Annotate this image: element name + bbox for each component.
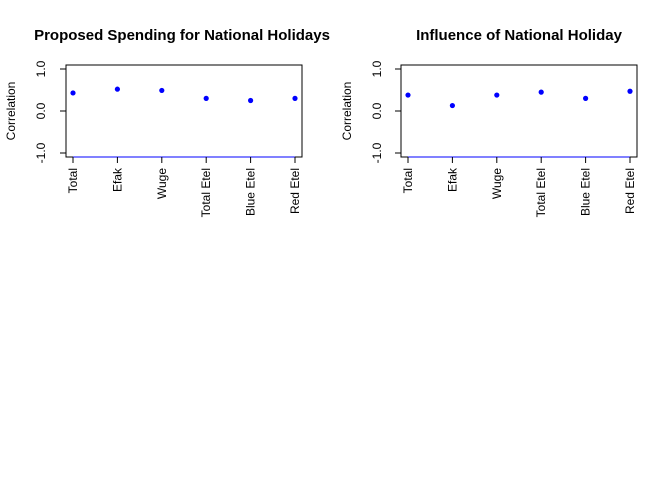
- y-tick-label: 1.0: [34, 60, 48, 77]
- x-tick-label: Efak: [445, 167, 459, 192]
- y-tick-label: 0.0: [34, 102, 48, 119]
- x-tick-label: Total: [401, 168, 415, 193]
- data-point: [159, 87, 165, 94]
- data-point: [292, 95, 298, 101]
- chart-panel-left: Proposed Spending for National Holidays …: [4, 27, 330, 217]
- x-tick-label: Total: [66, 168, 80, 193]
- plot-area: -1.0 0.0 1.0 Total Efak Wuge Total Etel Blue Et…: [34, 60, 303, 217]
- y-tick-label: 0.0: [370, 102, 384, 119]
- chart-title: Influence of National Holiday: [416, 27, 623, 44]
- y-axis-label: Correlation: [4, 82, 18, 141]
- data-point: [449, 102, 455, 109]
- plot-frame: [65, 64, 303, 158]
- data-point: [70, 90, 76, 96]
- x-tick-label: Red Etel: [288, 168, 302, 214]
- x-tick-label: Wuge: [490, 168, 504, 199]
- x-tick-label: Red Etel: [623, 168, 637, 214]
- plot-area: -1.0 0.0 1.0 Total Efak Wuge Total Etel Blue Et…: [370, 60, 638, 217]
- data-point: [627, 88, 633, 94]
- data-point: [538, 89, 544, 95]
- chart-panel-right: Influence of National Holiday Correlatio…: [340, 27, 638, 217]
- plot-frame: [400, 64, 638, 158]
- x-tick-label: Total Etel: [534, 168, 548, 217]
- data-point: [405, 92, 411, 98]
- y-axis-label: Correlation: [340, 82, 354, 141]
- data-point: [248, 97, 254, 104]
- data-point: [494, 92, 500, 98]
- y-tick-label: -1.0: [370, 142, 384, 163]
- x-tick-label: Blue Etel: [579, 168, 593, 216]
- data-point: [583, 95, 589, 101]
- data-point: [203, 95, 209, 101]
- x-tick-label: Total Etel: [199, 168, 213, 217]
- x-tick-label: Efak: [110, 167, 124, 192]
- y-tick-label: -1.0: [34, 142, 48, 163]
- x-tick-label: Blue Etel: [244, 168, 258, 216]
- x-tick-label: Wuge: [155, 168, 169, 199]
- chart-title: Proposed Spending for National Holidays: [34, 27, 330, 44]
- data-point: [114, 86, 120, 92]
- y-tick-label: 1.0: [370, 60, 384, 77]
